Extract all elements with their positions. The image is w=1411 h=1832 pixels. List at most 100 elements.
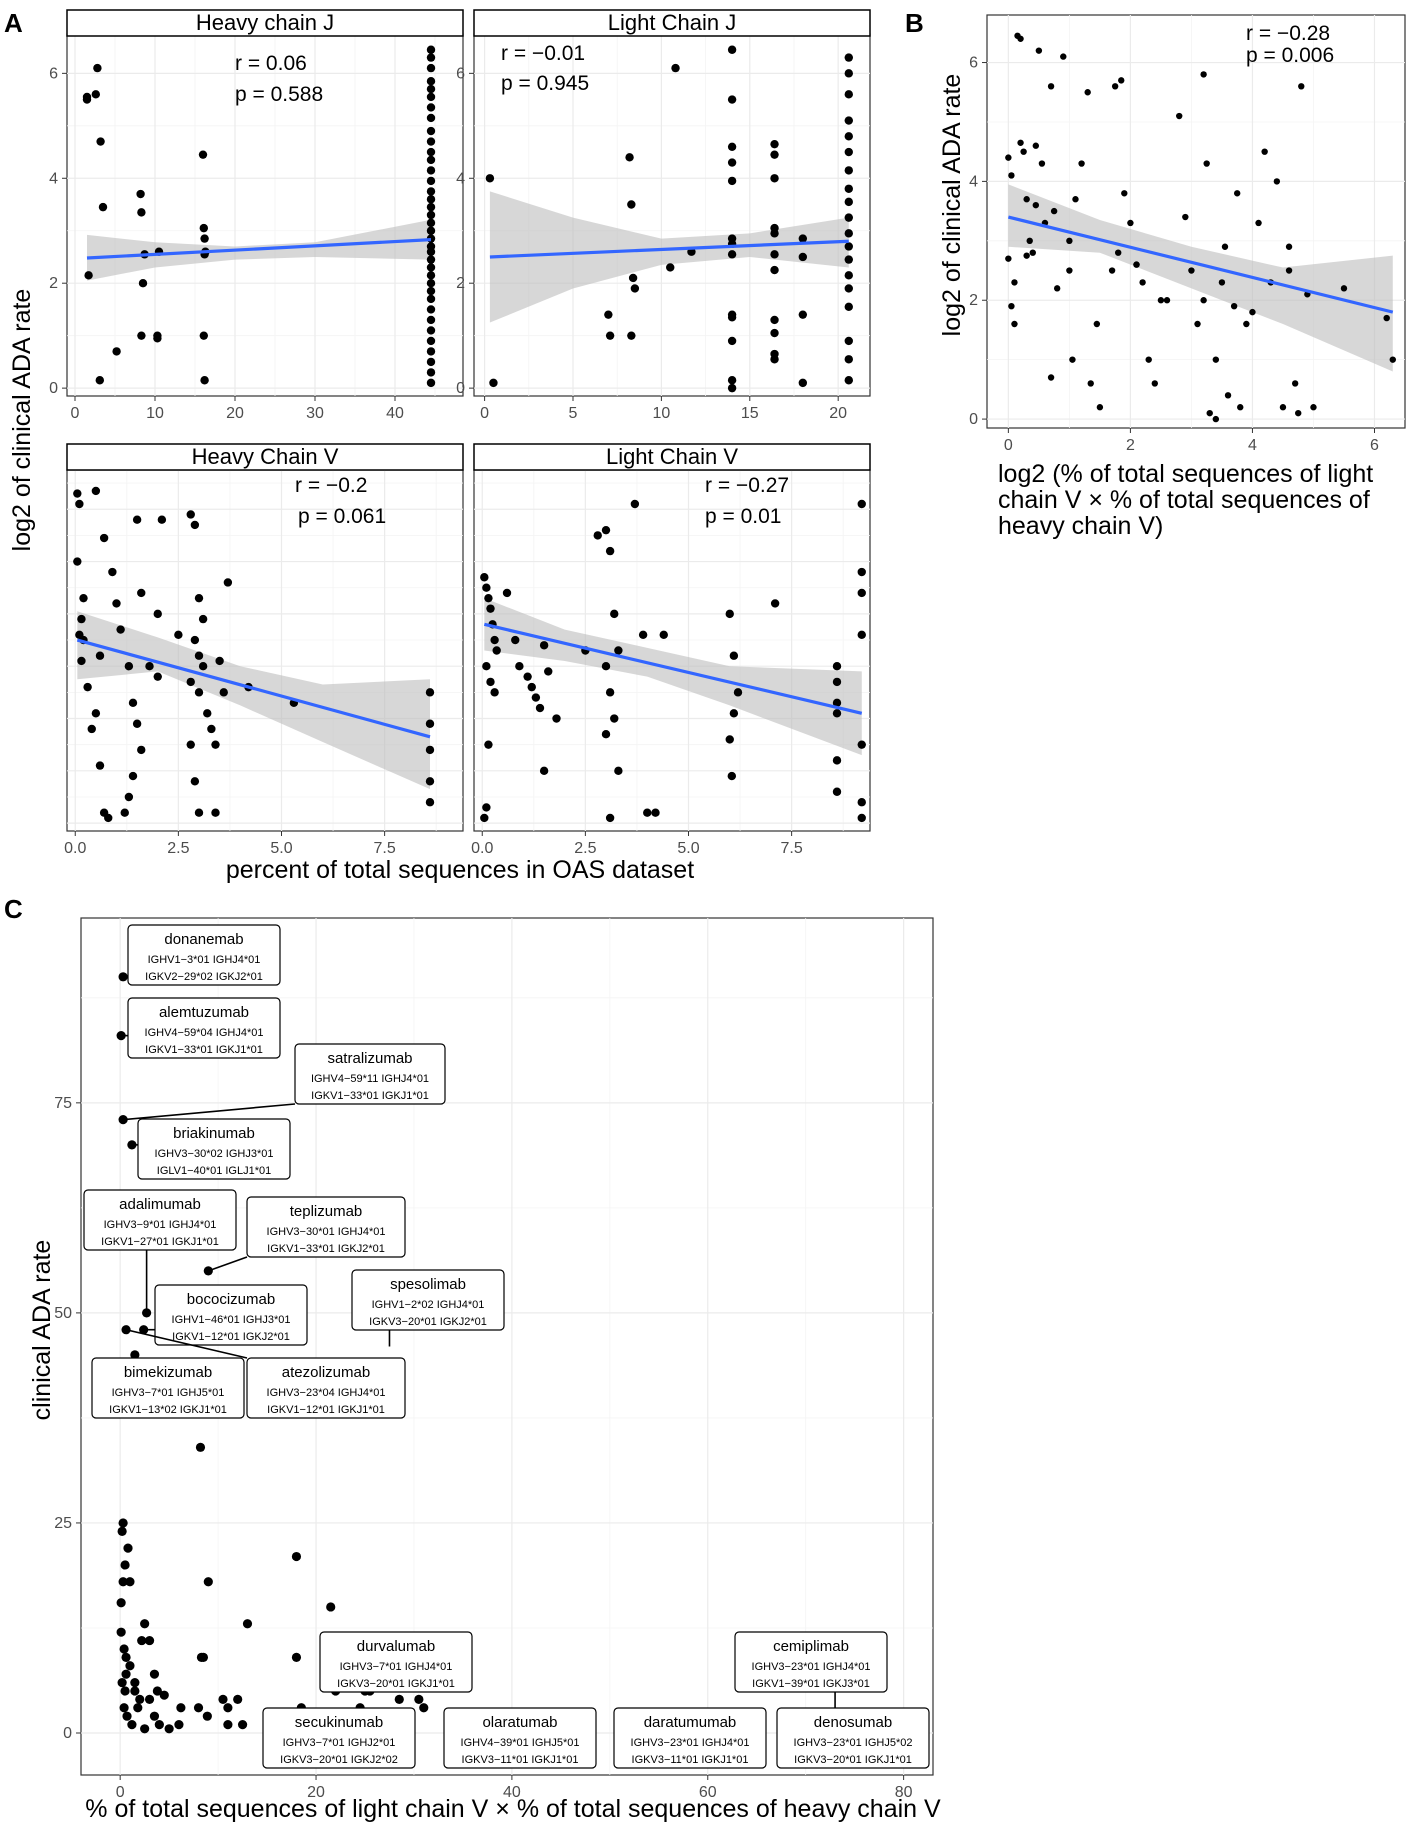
panel-letter-c: C	[4, 894, 23, 924]
data-point	[137, 331, 146, 340]
antibody-label: bimekizumab IGHV3−7*01 IGHJ5*01 IGKV1−13*0…	[91, 1357, 245, 1419]
data-point	[120, 808, 129, 817]
antibody-label: denosumab IGHV3−23*01 IGHJ5*02 IGKV3−20*01…	[776, 1707, 930, 1769]
regression-line	[86, 238, 432, 260]
data-point	[133, 1703, 143, 1713]
regression-line	[1007, 215, 1394, 314]
antibody-heavy-genes: IGHV1−3*01 IGHJ4*01	[148, 954, 261, 966]
data-point	[153, 334, 162, 343]
label-leader-line	[125, 1328, 248, 1359]
data-point	[426, 77, 436, 86]
data-point	[426, 247, 436, 256]
data-point	[144, 1694, 155, 1704]
antibody-heavy-genes: IGHV3−23*01 IGHJ4*01	[752, 1661, 871, 1673]
antibody-light-genes: IGKV1−13*02 IGKJ1*01	[109, 1404, 227, 1416]
data-point	[798, 310, 808, 319]
data-point	[625, 153, 634, 162]
data-point	[627, 331, 636, 340]
confidence-band	[484, 598, 862, 756]
data-point	[727, 142, 737, 151]
data-point	[1200, 71, 1207, 78]
antibody-label: secukinumab IGHV3−7*01 IGHJ2*01 IGKV3−20*0…	[262, 1707, 416, 1769]
data-point	[844, 69, 853, 78]
data-point	[112, 599, 121, 608]
antibody-light-genes: IGKV1−27*01 IGKJ1*01	[101, 1236, 219, 1248]
data-point	[426, 357, 436, 367]
data-point	[91, 486, 101, 496]
data-point	[1072, 196, 1079, 203]
data-point	[124, 661, 134, 671]
data-point	[157, 515, 167, 524]
antibody-name: adalimumab	[119, 1196, 201, 1213]
antibody-light-genes: IGKV3−20*01 IGKJ1*01	[337, 1678, 455, 1690]
data-point	[426, 294, 436, 304]
antibody-light-genes: IGKV1−33*01 IGKJ2*01	[267, 1243, 385, 1255]
data-point	[844, 355, 853, 364]
data-point	[219, 688, 228, 697]
data-point	[1389, 356, 1396, 363]
data-point	[198, 614, 208, 624]
data-point	[137, 1635, 147, 1646]
antibody-name: durvalumab	[357, 1638, 435, 1655]
data-point	[91, 709, 101, 718]
panel-b-x-axis-title-line-2: chain V × % of total sequences of	[998, 486, 1370, 514]
data-point	[99, 533, 109, 543]
data-point	[1212, 415, 1220, 423]
y-tick-label: 75	[54, 1095, 72, 1112]
data-point	[727, 95, 737, 104]
data-point	[605, 546, 615, 556]
data-point	[426, 347, 436, 356]
data-point	[207, 724, 216, 734]
x-tick-label: 2.5	[167, 840, 189, 857]
data-point	[199, 223, 208, 233]
data-point	[1017, 35, 1024, 42]
panel-a-x-axis-title: percent of total sequences in OAS datase…	[226, 856, 694, 884]
data-point	[137, 745, 146, 755]
x-tick-label: 0.0	[64, 840, 86, 857]
data-point	[426, 187, 436, 196]
data-point	[798, 252, 808, 262]
data-point	[1285, 267, 1293, 274]
data-point	[844, 242, 853, 251]
antibody-label-box	[351, 1269, 505, 1331]
data-point	[198, 150, 208, 159]
data-point	[1020, 148, 1027, 155]
data-point	[96, 137, 105, 146]
data-point	[154, 1719, 164, 1730]
data-point	[426, 137, 436, 146]
data-point	[1157, 297, 1165, 304]
data-point	[73, 489, 82, 498]
data-point	[605, 813, 615, 823]
antibody-light-genes: IGKV1−12*01 IGKJ1*01	[267, 1404, 385, 1416]
data-point	[1038, 160, 1046, 167]
data-point	[223, 1719, 233, 1730]
data-point	[1295, 409, 1302, 417]
data-point	[1096, 404, 1104, 411]
data-point	[1230, 302, 1238, 310]
data-point	[844, 302, 853, 312]
data-point	[121, 1652, 131, 1662]
data-point	[426, 126, 436, 136]
data-point	[95, 376, 105, 385]
x-tick-label: 2	[1126, 437, 1135, 454]
y-tick-label: 6	[456, 65, 465, 82]
data-point	[426, 279, 436, 288]
data-point	[137, 208, 146, 217]
data-point	[1023, 252, 1030, 259]
antibody-label: donanemab IGHV1−3*01 IGHJ4*01 IGKV2−29*02 …	[127, 924, 281, 986]
data-point	[844, 284, 853, 293]
data-point	[489, 378, 498, 388]
data-point	[139, 1325, 149, 1335]
p-value-label: p = 0.006	[1246, 44, 1334, 67]
data-point	[1032, 201, 1040, 209]
data-point	[198, 661, 208, 671]
data-point	[535, 703, 545, 713]
data-point	[233, 1694, 243, 1704]
data-point	[727, 383, 737, 393]
data-point	[539, 641, 549, 650]
data-point	[490, 635, 499, 645]
data-point	[426, 92, 436, 102]
y-tick-label: 2	[49, 275, 58, 292]
y-tick-label: 0	[969, 411, 978, 428]
data-point	[194, 688, 204, 697]
